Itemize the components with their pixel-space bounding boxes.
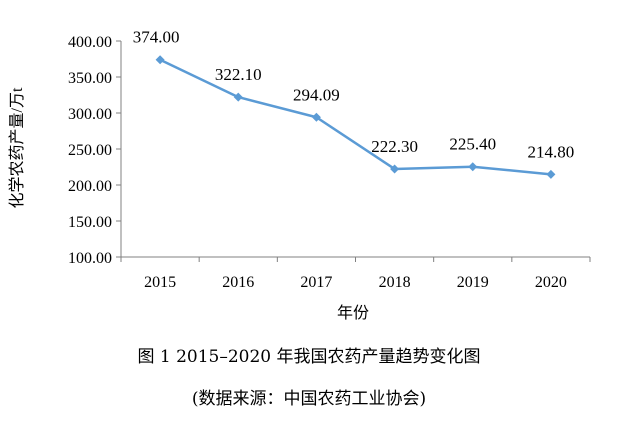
y-tick-label: 300.00 <box>68 106 112 123</box>
data-point-marker <box>546 169 556 179</box>
x-tick-label: 2019 <box>457 274 489 291</box>
data-labels: 374.00 322.10 294.09 222.30 225.40 214.80 <box>133 28 575 162</box>
x-tick-label: 2017 <box>300 274 332 291</box>
x-axis-title: 年份 <box>337 304 369 322</box>
data-label: 225.40 <box>449 135 496 154</box>
data-label: 322.10 <box>215 65 262 84</box>
y-tick-label: 350.00 <box>68 70 112 87</box>
data-point-marker <box>233 92 243 102</box>
x-tick-label: 2018 <box>379 274 411 291</box>
y-tick-label: 250.00 <box>68 142 112 159</box>
data-point-marker <box>468 162 478 172</box>
x-axis: 2015 2016 2017 2018 2019 2020 <box>120 256 591 291</box>
data-point-marker <box>311 112 321 122</box>
y-tick-label: 400.00 <box>68 34 112 51</box>
figure-caption: 图 1 2015–2020 年我国农药产量趋势变化图 <box>137 347 481 367</box>
data-point-marker <box>390 164 400 174</box>
y-tick-label: 150.00 <box>68 214 112 231</box>
data-label: 222.30 <box>371 137 418 156</box>
y-tick-label: 100.00 <box>68 250 112 267</box>
series-line <box>155 55 556 179</box>
data-point-marker <box>155 55 165 65</box>
x-tick-label: 2015 <box>144 274 176 291</box>
y-axis: 100.00 150.00 200.00 250.00 300.00 350.00 400.… <box>68 34 122 267</box>
line-chart: 100.00 150.00 200.00 250.00 300.00 350.00 400.… <box>8 28 591 322</box>
data-label: 214.80 <box>528 142 575 161</box>
data-label: 294.09 <box>293 85 340 104</box>
y-tick-label: 200.00 <box>68 178 112 195</box>
y-axis-title: 化学农药产量/万t <box>8 87 26 208</box>
series-polyline <box>159 58 552 176</box>
x-tick-label: 2020 <box>535 274 567 291</box>
data-label: 374.00 <box>133 28 180 47</box>
data-source-note: (数据来源：中国农药工业协会) <box>191 389 427 409</box>
x-tick-label: 2016 <box>222 274 254 291</box>
